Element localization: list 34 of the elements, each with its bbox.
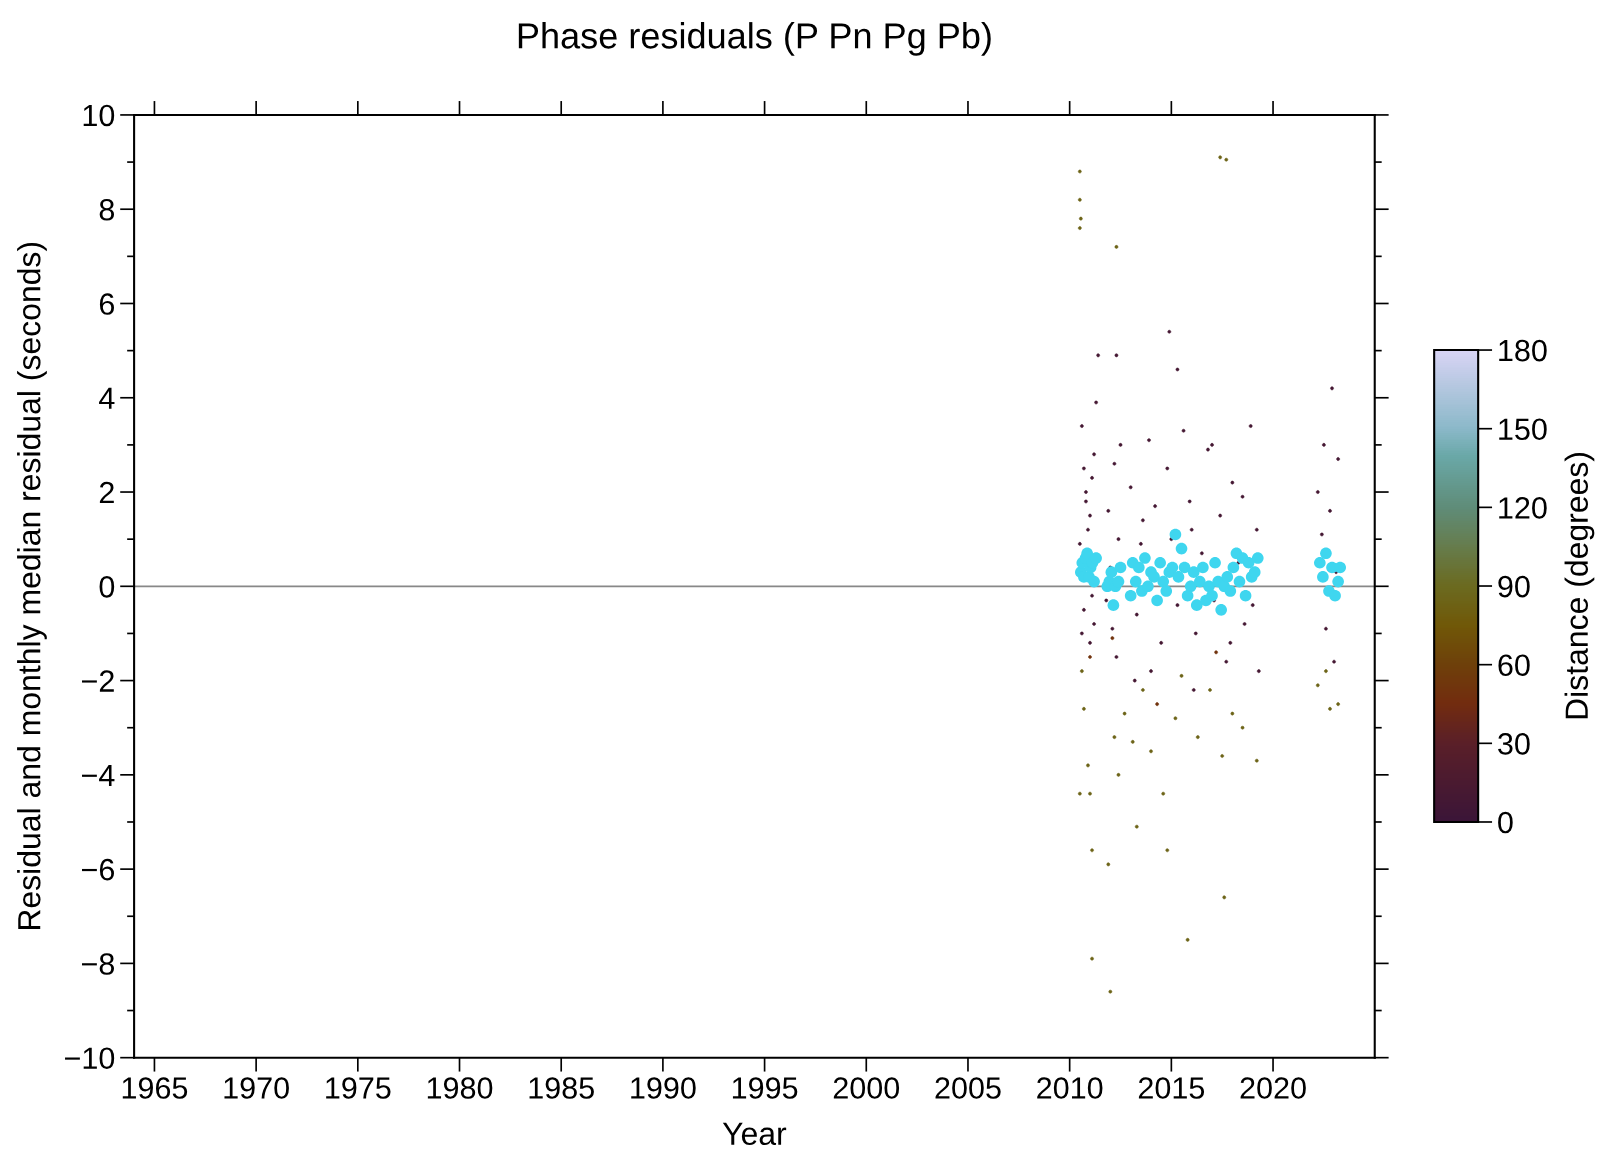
color-bar-label: 90 (1498, 575, 1530, 598)
y-tick-label: 6 (99, 293, 115, 315)
x-tick-label: 1990 (631, 1077, 696, 1099)
color-bar-label: 30 (1498, 733, 1530, 755)
color-bar-label: 120 (1499, 497, 1547, 519)
color-bar-title: Distance (degrees) (1564, 453, 1595, 719)
x-tick-label: 1995 (732, 1077, 798, 1099)
y-tick-label: 4 (99, 387, 115, 409)
color-bar-label: 60 (1498, 654, 1530, 677)
color-bar-label: 180 (1499, 339, 1547, 362)
x-tick-label: 1980 (427, 1077, 493, 1099)
x-tick-label: 2000 (833, 1077, 900, 1099)
y-tick-label: −4 (82, 764, 115, 786)
y-axis-title: Residual and monthly median residual (seconds) (17, 242, 47, 930)
x-tick-label: 2015 (1138, 1077, 1205, 1099)
y-tick-label: 10 (83, 104, 115, 127)
x-tick-label: 1985 (529, 1077, 594, 1099)
y-tick-label: −8 (82, 953, 115, 975)
chart-title: Phase residuals (P Pn Pg Pb) (518, 22, 991, 56)
y-tick-label: 8 (99, 198, 115, 221)
x-tick-label: 1970 (224, 1077, 289, 1099)
x-tick-label: 1975 (326, 1077, 391, 1099)
x-tick-label: 1965 (122, 1077, 188, 1099)
color-bar-label: 0 (1498, 811, 1513, 834)
x-axis-title: Year (722, 1122, 787, 1146)
y-tick-label: −6 (82, 858, 115, 881)
y-tick-label: −10 (65, 1047, 115, 1070)
color-bar-label: 150 (1499, 418, 1547, 441)
y-tick-label: 0 (99, 576, 115, 598)
y-tick-label: −2 (82, 670, 114, 692)
y-tick-label: 2 (99, 481, 114, 504)
x-tick-label: 2020 (1240, 1077, 1306, 1099)
x-tick-label: 2005 (935, 1077, 1001, 1099)
x-tick-label: 2010 (1037, 1077, 1103, 1099)
